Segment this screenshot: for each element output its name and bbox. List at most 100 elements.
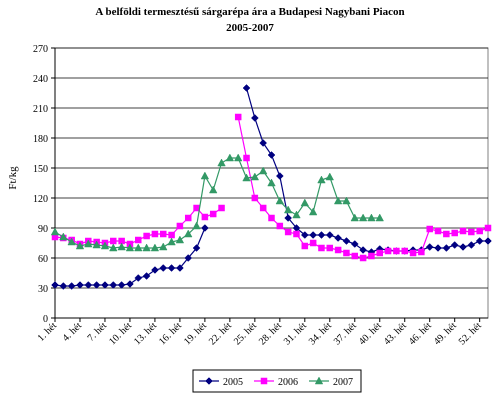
data-point [375, 213, 384, 222]
data-point [250, 114, 259, 122]
data-point [434, 244, 442, 252]
data-point [209, 210, 217, 218]
data-point [109, 281, 118, 289]
data-point [142, 272, 151, 280]
data-point [334, 234, 342, 242]
data-point [159, 264, 168, 272]
legend: 2005 2006 2007 [192, 369, 362, 393]
data-point [134, 243, 143, 252]
data-point [76, 281, 84, 289]
y-tick-label: 120 [33, 194, 48, 205]
x-tick-label: 34. hét [307, 320, 334, 347]
data-point [459, 227, 467, 235]
data-point [201, 224, 209, 232]
data-point [317, 175, 326, 184]
data-point [167, 237, 176, 246]
data-point [434, 227, 442, 235]
chart-title: A belföldi termesztésű sárgarépa ára a B… [95, 6, 405, 18]
data-point [459, 243, 467, 251]
data-point [126, 280, 134, 288]
x-tick-label: 13. hét [132, 320, 159, 347]
data-point [334, 246, 342, 254]
data-point [75, 241, 85, 250]
data-point [314, 376, 324, 385]
data-point [393, 247, 400, 255]
data-point [300, 231, 309, 239]
y-tick-label: 240 [33, 74, 48, 85]
legend-label: 2006 [278, 377, 298, 388]
data-point [318, 244, 325, 252]
data-point [284, 214, 293, 222]
x-tick-label: 4. hét [61, 320, 85, 344]
y-tick-label: 30 [38, 284, 48, 295]
series-2005 [51, 84, 492, 290]
data-point [135, 236, 142, 244]
grid-lines [55, 47, 488, 289]
data-point [325, 231, 334, 239]
data-point [376, 249, 383, 257]
data-point [192, 244, 201, 252]
data-point [359, 254, 367, 262]
data-point [101, 281, 109, 289]
data-point [368, 252, 375, 260]
data-point [293, 230, 300, 238]
data-point [59, 232, 68, 241]
data-point [358, 213, 368, 222]
data-point [205, 377, 213, 385]
x-tick-label: 7. hét [86, 320, 110, 344]
x-tick-label: 43. hét [382, 320, 409, 347]
data-point [301, 242, 309, 250]
y-tick-label: 210 [33, 104, 48, 115]
data-point [92, 281, 101, 289]
series-layer [50, 84, 492, 290]
data-point [350, 213, 359, 222]
data-point [234, 113, 242, 121]
data-point [484, 237, 492, 245]
data-point [50, 227, 60, 236]
data-point [333, 196, 343, 205]
data-point [201, 213, 209, 221]
data-point [51, 281, 59, 289]
y-tick-label: 270 [33, 44, 48, 55]
data-point [300, 198, 310, 207]
data-point [67, 237, 76, 246]
data-point [267, 151, 276, 159]
data-point [284, 228, 292, 236]
data-point [384, 247, 392, 255]
data-point [468, 228, 475, 236]
x-tick-label: 40. hét [357, 320, 384, 347]
chart-subtitle: 2005-2007 [226, 22, 274, 34]
data-point [175, 235, 185, 244]
y-tick-label: 150 [33, 164, 48, 175]
data-point [217, 158, 226, 167]
x-tick-label: 10. hét [107, 320, 134, 347]
data-point [84, 239, 93, 248]
x-tick-label: 1. hét [36, 320, 60, 344]
data-point [309, 239, 317, 247]
data-point [343, 249, 350, 257]
legend-box [192, 369, 362, 393]
data-point [151, 266, 159, 274]
data-point [260, 377, 268, 385]
data-point [292, 210, 301, 219]
data-point [184, 214, 192, 222]
series-line [54, 157, 380, 249]
data-point [426, 225, 433, 233]
data-point [109, 243, 118, 252]
x-tick-label: 46. hét [407, 320, 434, 347]
data-point [350, 240, 359, 248]
data-point [184, 254, 193, 262]
data-point [92, 240, 101, 249]
data-point [367, 213, 376, 222]
data-point [484, 224, 492, 232]
data-point [251, 194, 259, 202]
data-point [268, 214, 275, 222]
data-point [100, 241, 110, 250]
data-point [67, 282, 76, 290]
data-point [150, 243, 160, 252]
data-point [134, 274, 143, 282]
data-point [143, 232, 150, 240]
data-point [259, 204, 267, 212]
data-point [258, 166, 268, 175]
